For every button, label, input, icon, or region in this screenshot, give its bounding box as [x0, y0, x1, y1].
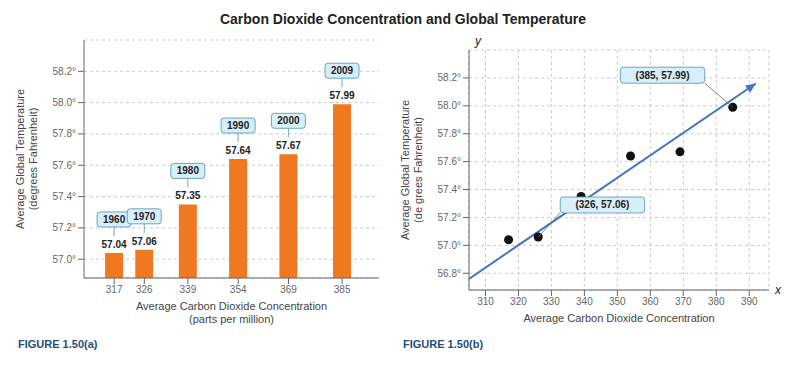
- svg-text:2000: 2000: [277, 115, 300, 126]
- svg-text:58.0°: 58.0°: [53, 97, 76, 108]
- svg-text:326: 326: [136, 284, 153, 295]
- svg-text:57.99: 57.99: [330, 90, 355, 101]
- svg-text:57.8°: 57.8°: [438, 128, 461, 139]
- svg-text:1990: 1990: [227, 120, 250, 131]
- svg-text:Average Carbon Dioxide Concent: Average Carbon Dioxide Concentration: [523, 312, 714, 324]
- svg-text:354: 354: [230, 284, 247, 295]
- svg-text:57.67: 57.67: [276, 140, 301, 151]
- svg-text:350: 350: [609, 296, 626, 307]
- svg-text:57.2°: 57.2°: [53, 222, 76, 233]
- svg-text:(326, 57.06): (326, 57.06): [575, 199, 629, 210]
- svg-text:1970: 1970: [133, 211, 156, 222]
- html-text:FIGURE 1.50(a): FIGURE 1.50(a): [18, 338, 98, 350]
- html-text:FIGURE 1.50(b): FIGURE 1.50(b): [403, 338, 484, 350]
- svg-text:57.4°: 57.4°: [438, 184, 461, 195]
- svg-text:369: 369: [280, 284, 297, 295]
- svg-text:340: 340: [576, 296, 593, 307]
- svg-text:57.6°: 57.6°: [438, 156, 461, 167]
- svg-text:Average Global Temperature(deg: Average Global Temperature(degrees Fahre…: [14, 89, 39, 229]
- svg-text:57.06: 57.06: [132, 236, 157, 247]
- svg-text:Average Carbon Dioxide Concent: Average Carbon Dioxide Concentration(par…: [136, 300, 327, 325]
- svg-text:1960: 1960: [103, 214, 126, 225]
- svg-text:58.0°: 58.0°: [438, 100, 461, 111]
- svg-text:57.0°: 57.0°: [438, 240, 461, 251]
- svg-text:58.2°: 58.2°: [438, 72, 461, 83]
- svg-text:370: 370: [675, 296, 692, 307]
- svg-text:56.8°: 56.8°: [438, 268, 461, 279]
- svg-text:57.64: 57.64: [226, 145, 251, 156]
- svg-text:x: x: [774, 283, 782, 297]
- svg-text:58.2°: 58.2°: [53, 66, 76, 77]
- svg-text:57.04: 57.04: [102, 239, 127, 250]
- svg-text:57.2°: 57.2°: [438, 212, 461, 223]
- svg-text:320: 320: [510, 296, 527, 307]
- svg-text:317: 317: [106, 284, 123, 295]
- svg-text:2009: 2009: [331, 65, 354, 76]
- svg-text:Average Global Temperature(de: Average Global Temperature(de grees Fahr…: [399, 100, 424, 240]
- svg-text:57.8°: 57.8°: [53, 128, 76, 139]
- svg-text:380: 380: [708, 296, 725, 307]
- svg-text:310: 310: [477, 296, 494, 307]
- svg-text:y: y: [474, 34, 482, 48]
- svg-text:1980: 1980: [177, 165, 200, 176]
- svg-text:390: 390: [741, 296, 758, 307]
- svg-text:339: 339: [180, 284, 197, 295]
- svg-text:(385, 57.99): (385, 57.99): [636, 70, 690, 81]
- svg-text:57.0°: 57.0°: [53, 254, 76, 265]
- svg-text:57.6°: 57.6°: [53, 160, 76, 171]
- svg-text:330: 330: [543, 296, 560, 307]
- html-text:Carbon Dioxide Concentration a: Carbon Dioxide Concentration and Global …: [219, 11, 587, 27]
- svg-text:57.35: 57.35: [175, 190, 200, 201]
- svg-text:57.4°: 57.4°: [53, 191, 76, 202]
- svg-text:385: 385: [334, 284, 351, 295]
- svg-text:360: 360: [642, 296, 659, 307]
